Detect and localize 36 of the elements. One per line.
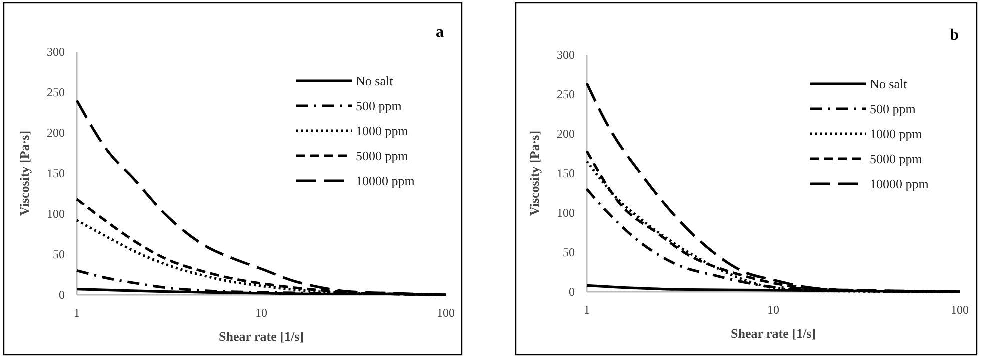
- x-axis-title: Shear rate [1/s]: [731, 326, 816, 341]
- legend-label: 10000 ppm: [870, 176, 929, 192]
- y-tick-label: 250: [557, 88, 575, 102]
- y-tick-label: 300: [557, 48, 575, 62]
- x-tick-label: 10: [256, 306, 268, 320]
- x-tick-label: 1: [584, 303, 590, 317]
- y-tick-label: 100: [557, 206, 575, 220]
- chart-title: b: [950, 27, 960, 44]
- legend-label: No salt: [356, 74, 394, 89]
- y-tick-label: 150: [557, 166, 575, 181]
- y-tick-label: 150: [47, 166, 65, 181]
- y-tick-label: 200: [557, 127, 575, 142]
- y-tick-label: 200: [47, 126, 65, 140]
- y-axis-title: Viscosity [Pa·s]: [17, 130, 32, 216]
- legend-label: 10000 ppm: [356, 174, 415, 189]
- x-tick-label: 1: [74, 306, 80, 320]
- legend-label: 5000 ppm: [356, 148, 408, 164]
- legend-label: 500 ppm: [356, 98, 402, 114]
- legend-label: 1000 ppm: [870, 126, 922, 142]
- legend-label: 500 ppm: [870, 102, 916, 117]
- y-tick-label: 50: [53, 248, 65, 262]
- x-tick-label: 10: [768, 303, 780, 317]
- y-tick-label: 300: [47, 45, 65, 60]
- y-axis-title: Viscosity [Pa·s]: [527, 130, 542, 216]
- legend-label: 1000 ppm: [356, 124, 408, 139]
- x-tick-label: 100: [437, 306, 455, 320]
- x-tick-label: 100: [951, 303, 969, 317]
- y-tick-label: 250: [47, 86, 65, 100]
- legend-label: No salt: [870, 76, 908, 92]
- legend-label: 5000 ppm: [870, 152, 922, 167]
- y-tick-label: 0: [59, 288, 65, 302]
- y-tick-label: 100: [47, 207, 65, 222]
- chart-title: a: [436, 24, 444, 41]
- y-tick-label: 50: [563, 246, 575, 260]
- y-tick-label: 0: [569, 285, 575, 300]
- x-axis-title: Shear rate [1/s]: [219, 329, 304, 344]
